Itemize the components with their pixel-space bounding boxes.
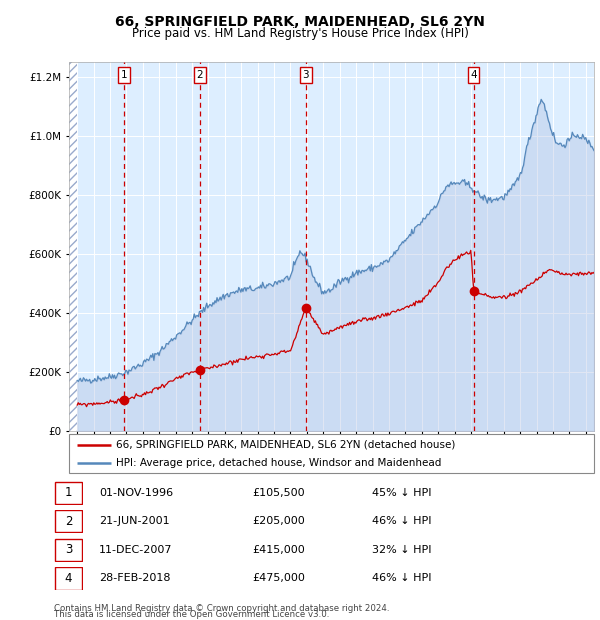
Text: 21-JUN-2001: 21-JUN-2001 (99, 516, 170, 526)
Text: 28-FEB-2018: 28-FEB-2018 (99, 574, 170, 583)
Text: 45% ↓ HPI: 45% ↓ HPI (372, 488, 431, 498)
Text: 46% ↓ HPI: 46% ↓ HPI (372, 516, 431, 526)
Bar (69, 62, 77, 431)
Text: 1: 1 (65, 487, 72, 499)
Text: 4: 4 (470, 70, 477, 80)
Text: 01-NOV-1996: 01-NOV-1996 (99, 488, 173, 498)
FancyBboxPatch shape (55, 539, 82, 561)
FancyBboxPatch shape (55, 482, 82, 504)
Text: This data is licensed under the Open Government Licence v3.0.: This data is licensed under the Open Gov… (54, 610, 329, 619)
Text: £105,500: £105,500 (252, 488, 305, 498)
Text: £205,000: £205,000 (252, 516, 305, 526)
Text: Contains HM Land Registry data © Crown copyright and database right 2024.: Contains HM Land Registry data © Crown c… (54, 603, 389, 613)
Text: £475,000: £475,000 (252, 574, 305, 583)
FancyBboxPatch shape (69, 434, 594, 473)
Text: 11-DEC-2007: 11-DEC-2007 (99, 545, 173, 555)
Text: 66, SPRINGFIELD PARK, MAIDENHEAD, SL6 2YN (detached house): 66, SPRINGFIELD PARK, MAIDENHEAD, SL6 2Y… (116, 440, 455, 450)
Text: 32% ↓ HPI: 32% ↓ HPI (372, 545, 431, 555)
Text: 2: 2 (65, 515, 72, 528)
Text: 3: 3 (65, 544, 72, 556)
FancyBboxPatch shape (55, 510, 82, 533)
FancyBboxPatch shape (55, 567, 82, 590)
Text: 66, SPRINGFIELD PARK, MAIDENHEAD, SL6 2YN: 66, SPRINGFIELD PARK, MAIDENHEAD, SL6 2Y… (115, 16, 485, 30)
Text: 3: 3 (302, 70, 309, 80)
Text: 4: 4 (65, 572, 72, 585)
Text: 1: 1 (121, 70, 127, 80)
Text: 2: 2 (196, 70, 203, 80)
Text: £415,000: £415,000 (252, 545, 305, 555)
Text: HPI: Average price, detached house, Windsor and Maidenhead: HPI: Average price, detached house, Wind… (116, 458, 442, 467)
Text: 46% ↓ HPI: 46% ↓ HPI (372, 574, 431, 583)
Text: Price paid vs. HM Land Registry's House Price Index (HPI): Price paid vs. HM Land Registry's House … (131, 27, 469, 40)
